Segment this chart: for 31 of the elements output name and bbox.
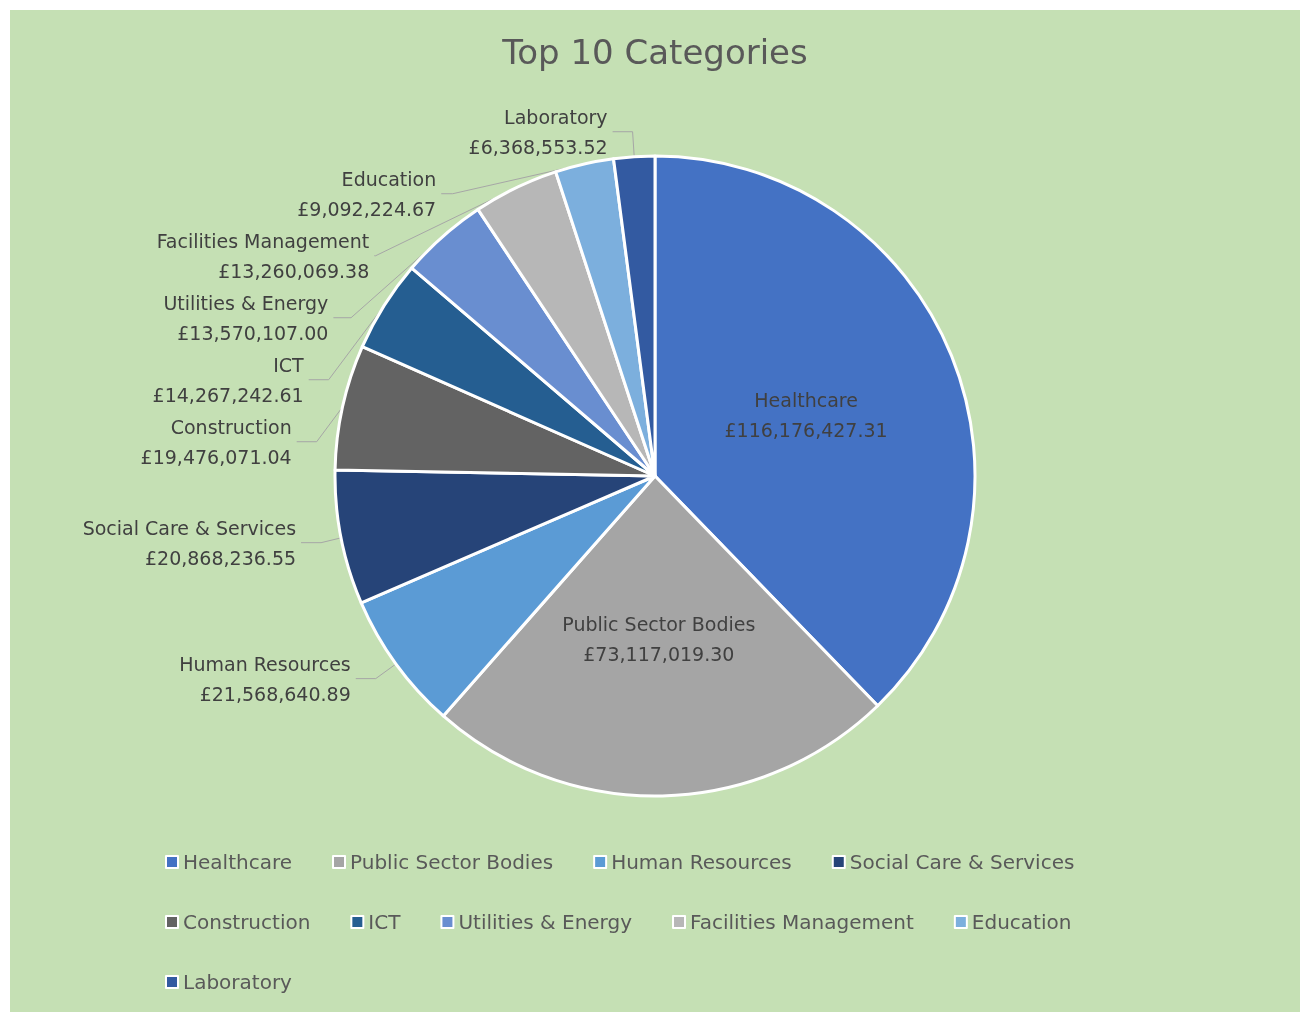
slice-label: ICT: [273, 353, 305, 376]
data-label: £73,117,019.30: [583, 642, 735, 665]
slice-label: Construction: [170, 415, 292, 438]
slice-label: Laboratory: [504, 105, 608, 128]
legend-label: Healthcare: [183, 850, 293, 874]
legend-label: Utilities & Energy: [458, 910, 633, 934]
legend-label: Social Care & Services: [849, 850, 1075, 874]
data-label: £13,260,069.38: [218, 259, 370, 282]
slice-label: Public Sector Bodies: [562, 612, 756, 635]
legend-label: Facilities Management: [690, 910, 914, 934]
slice-label: Social Care & Services: [82, 516, 297, 539]
data-label: £20,868,236.55: [144, 546, 297, 569]
legend-label: Human Resources: [611, 850, 792, 874]
slice-label: Human Resources: [179, 652, 351, 675]
chart-title: Top 10 Categories: [501, 32, 808, 72]
data-label: £19,476,071.04: [140, 445, 292, 468]
data-label: £116,176,427.31: [724, 418, 888, 441]
slice-label: Utilities & Energy: [163, 291, 329, 314]
legend-label: Education: [971, 910, 1072, 934]
slice-label: Healthcare: [754, 388, 858, 411]
legend-label: Construction: [183, 910, 311, 934]
data-label: £9,092,224.67: [297, 197, 437, 220]
data-label: £14,267,242.61: [152, 383, 304, 406]
slice-label: Facilities Management: [156, 229, 370, 252]
legend-label: Laboratory: [183, 970, 293, 994]
data-label: £21,568,640.89: [199, 682, 351, 705]
legend-label: Public Sector Bodies: [350, 850, 554, 874]
data-label: £13,570,107.00: [177, 321, 329, 344]
slice-label: Education: [341, 167, 437, 190]
legend-label: ICT: [368, 910, 402, 934]
data-label: £6,368,553.52: [468, 135, 608, 158]
